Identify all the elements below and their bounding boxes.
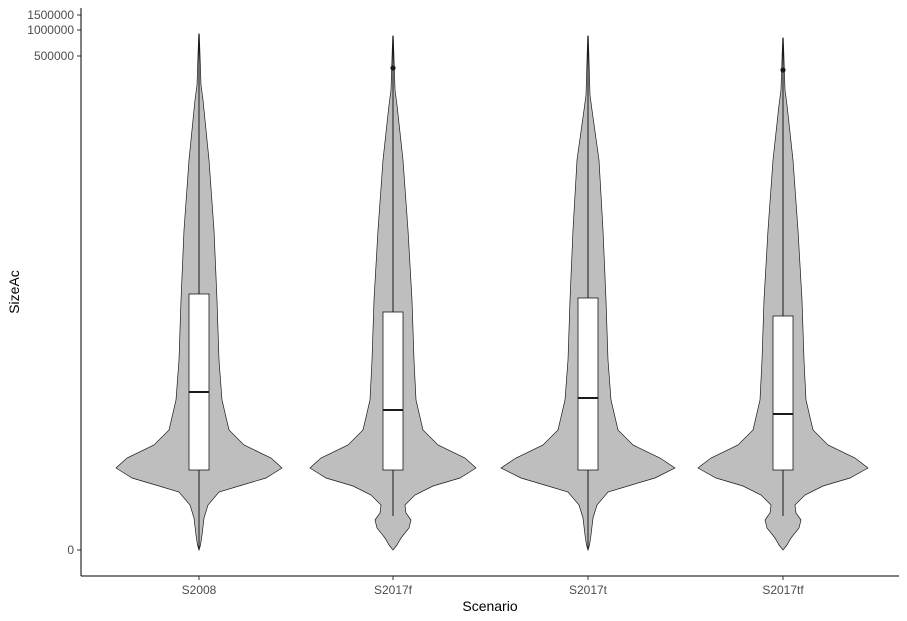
violin-S2017t xyxy=(500,35,676,552)
violin-series xyxy=(115,33,869,552)
violin-S2017tf xyxy=(697,37,869,551)
x-tick-label: S2017tf xyxy=(762,583,804,597)
violin-S2008 xyxy=(115,33,283,552)
y-tick-label: 500000 xyxy=(34,49,74,63)
y-axis-title: SizeAc xyxy=(6,270,22,314)
box-iqr xyxy=(382,311,404,471)
y-tick-label: 1500000 xyxy=(27,8,74,22)
x-tick-label: S2008 xyxy=(182,583,217,597)
y-tick-label: 1000000 xyxy=(27,23,74,37)
x-tick-label: S2017t xyxy=(569,583,608,597)
y-tick-label: 0 xyxy=(67,543,74,557)
outlier-point xyxy=(780,67,786,73)
x-tick-label: S2017f xyxy=(374,583,413,597)
box-iqr xyxy=(577,297,599,471)
x-axis-ticks: S2008 S2017f S2017t S2017tf xyxy=(182,576,804,597)
x-axis-title: Scenario xyxy=(462,598,517,614)
box-iqr xyxy=(188,293,210,471)
box-iqr xyxy=(772,315,794,471)
outlier-point xyxy=(390,65,396,71)
violin-S2017f xyxy=(309,35,477,551)
